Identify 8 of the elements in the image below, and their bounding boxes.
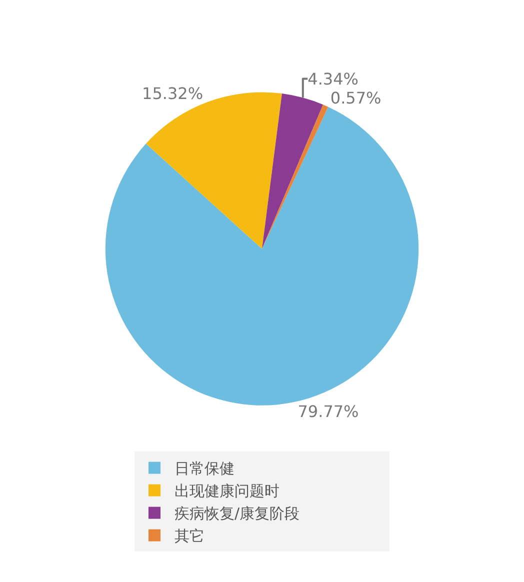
data-label: 0.57% — [330, 88, 382, 108]
legend-label: 日常保健 — [174, 460, 234, 478]
legend-label: 其它 — [174, 527, 204, 546]
legend-label: 出现健康问题时 — [174, 482, 280, 500]
data-label: 4.34% — [308, 69, 358, 88]
legend-label: 疾病恢复/康复阶段 — [174, 504, 300, 523]
data-label: 79.77% — [298, 402, 359, 421]
data-label: 15.32% — [142, 84, 204, 104]
